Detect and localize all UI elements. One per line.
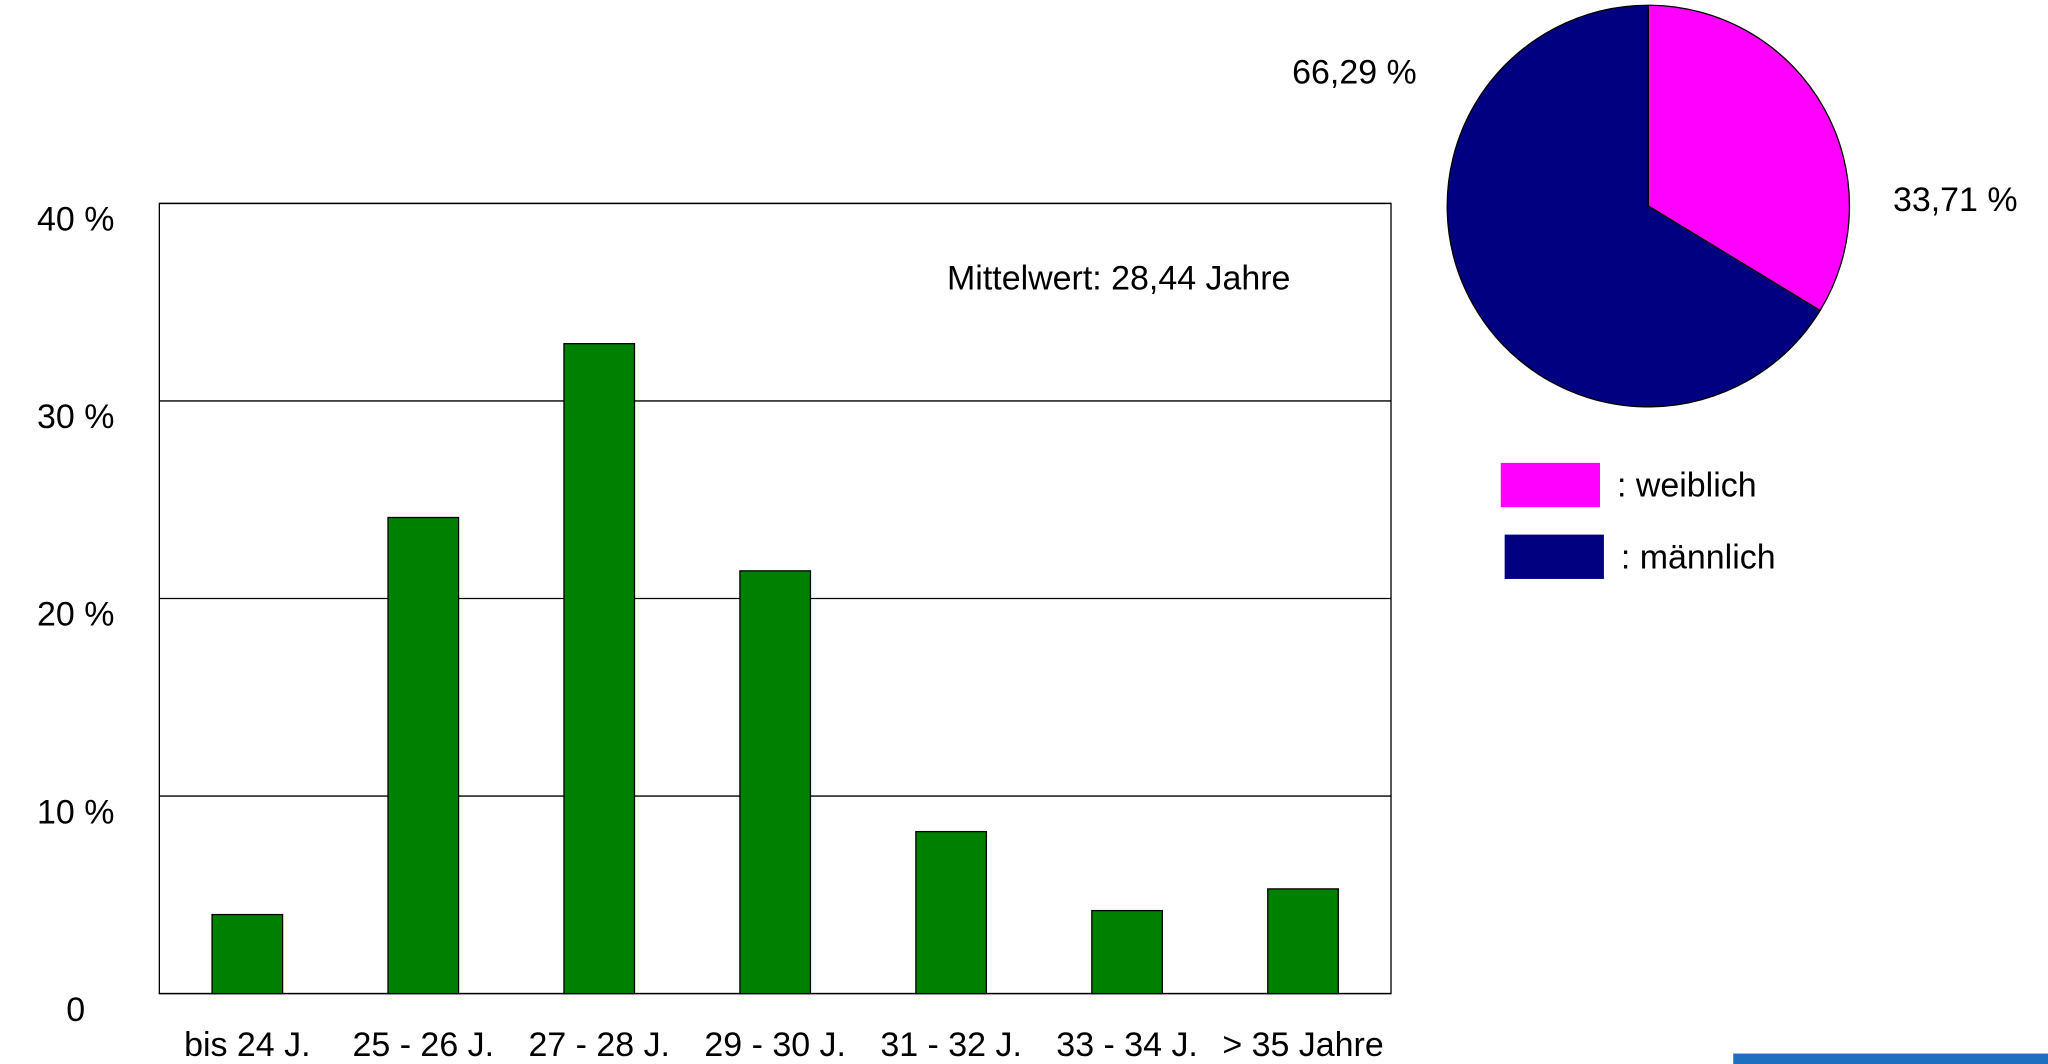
- x-tick-label: > 35 Jahre: [1222, 1026, 1383, 1064]
- bar: [387, 516, 460, 995]
- pie-slice: [1647, 4, 1851, 312]
- accent-bar: [1733, 1053, 2048, 1064]
- bar: [1267, 888, 1339, 995]
- x-tick-label: 31 - 32 J.: [880, 1026, 1022, 1064]
- y-tick-label: 30 %: [37, 398, 114, 436]
- pie-slice: [1446, 4, 1821, 408]
- bar: [211, 913, 284, 995]
- y-tick-label: 20 %: [37, 596, 114, 634]
- bar: [739, 570, 812, 995]
- legend-swatch: [1500, 462, 1600, 508]
- x-tick-label: bis 24 J.: [184, 1026, 310, 1064]
- legend-label: : männlich: [1621, 538, 1776, 576]
- y-tick-label: 0: [66, 991, 85, 1029]
- x-tick-label: 33 - 34 J.: [1056, 1026, 1198, 1064]
- x-tick-label: 25 - 26 J.: [353, 1026, 495, 1064]
- annotation: Mittelwert: 28,44 Jahre: [947, 259, 1290, 297]
- x-tick-label: 27 - 28 J.: [528, 1026, 670, 1064]
- legend-label: : weiblich: [1617, 467, 1757, 505]
- value-label: 33,71 %: [1893, 181, 2018, 219]
- y-tick-label: 40 %: [37, 201, 114, 239]
- legend-swatch: [1504, 534, 1604, 579]
- bar: [915, 830, 988, 995]
- value-label: 66,29 %: [1292, 53, 1417, 91]
- y-tick-label: 10 %: [37, 793, 114, 831]
- bar: [1091, 909, 1164, 995]
- x-tick-label: 29 - 30 J.: [704, 1026, 846, 1064]
- bar: [563, 343, 636, 995]
